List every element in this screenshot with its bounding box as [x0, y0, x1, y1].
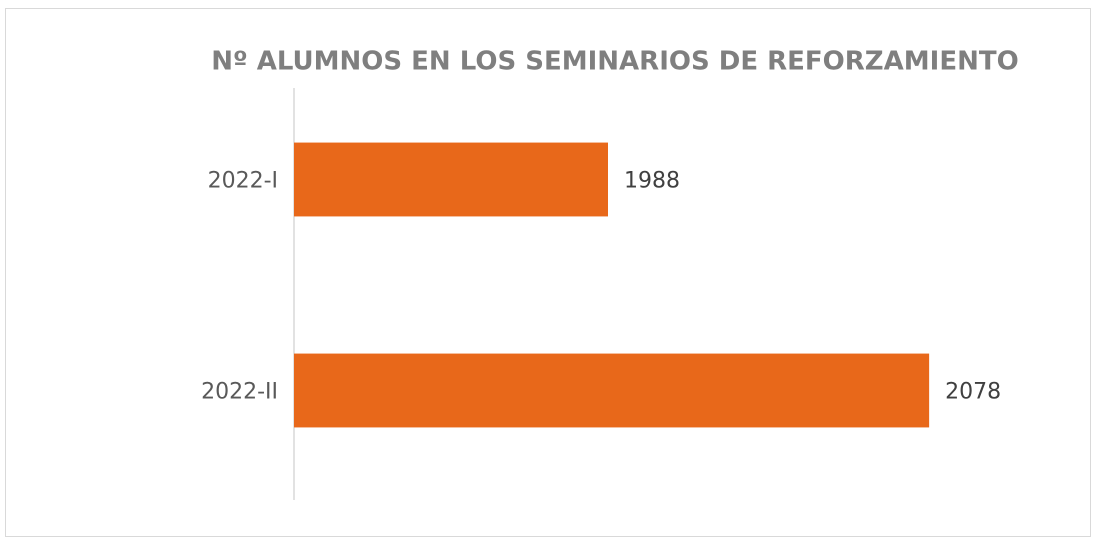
- bar: [294, 142, 608, 217]
- chart-title: Nº ALUMNOS EN LOS SEMINARIOS DE REFORZAM…: [211, 47, 1018, 77]
- chart-border: [5, 8, 1091, 537]
- data-label: 2078: [945, 380, 1001, 405]
- bar: [294, 353, 930, 428]
- y-tick-label: 2022-I: [208, 169, 278, 194]
- data-label: 1988: [624, 169, 680, 194]
- y-tick-label: 2022-II: [201, 380, 278, 405]
